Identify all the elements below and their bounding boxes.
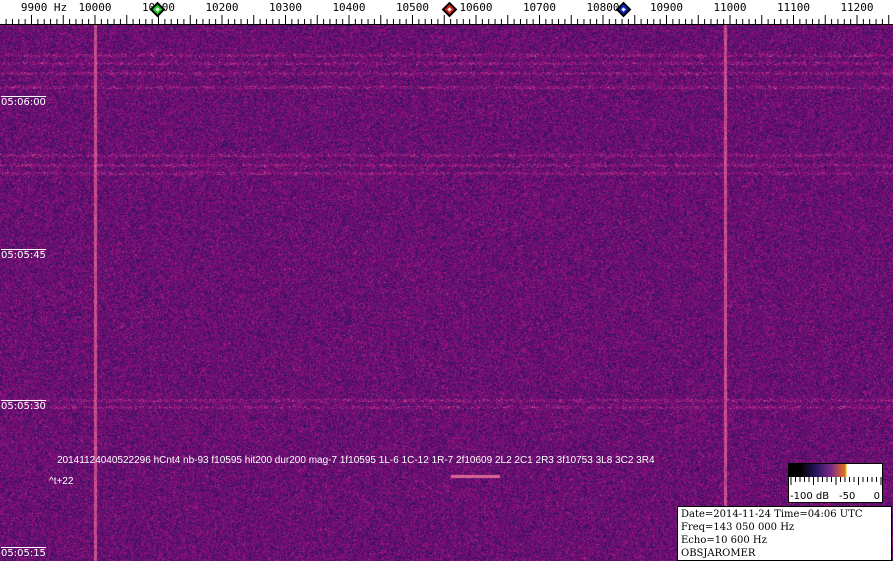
time-offset-annotation: ^t+22 [49, 476, 73, 487]
time-label: 05:05:30 [1, 400, 46, 412]
detection-annotation: 20141124040522296 hCnt4 nb-93 f10595 hit… [57, 455, 655, 466]
color-scale-label: -50 [839, 491, 855, 502]
frequency-label: 10600 [459, 1, 492, 14]
frequency-label: 10300 [269, 1, 302, 14]
date-time: Date=2014-11-24 Time=04:06 UTC [681, 508, 888, 521]
frequency-label: 10200 [205, 1, 238, 14]
info-box: Date=2014-11-24 Time=04:06 UTC Freq=143 … [677, 506, 892, 561]
observer: OBSJAROMER [681, 547, 888, 560]
frequency-ruler[interactable]: 9900 Hz 10000101001020010300104001050010… [0, 0, 893, 25]
frequency-label: 11200 [840, 1, 873, 14]
time-label: 05:05:15 [1, 547, 46, 559]
spectrogram-waterfall[interactable] [0, 25, 893, 561]
frequency-label: 10700 [523, 1, 556, 14]
frequency-label: 10000 [78, 1, 111, 14]
frequency-label: 11100 [777, 1, 810, 14]
frequency-label: 10400 [332, 1, 365, 14]
time-label: 05:06:00 [1, 96, 46, 108]
frequency-label: 10800 [586, 1, 619, 14]
frequency-label: 11000 [713, 1, 746, 14]
frequency-unit-label: 9900 Hz [21, 1, 67, 14]
color-gradient [789, 464, 882, 477]
frequency: Freq=143 050 000 Hz [681, 521, 888, 534]
time-label: 05:05:45 [1, 249, 46, 261]
echo-frequency: Echo=10 600 Hz [681, 534, 888, 547]
frequency-label: 10900 [650, 1, 683, 14]
color-scale-label: -100 dB [790, 491, 829, 502]
color-scale: -100 dB -50 0 [788, 463, 883, 503]
color-scale-ticks [789, 477, 882, 489]
color-scale-label: 0 [874, 491, 880, 502]
frequency-label: 10500 [396, 1, 429, 14]
